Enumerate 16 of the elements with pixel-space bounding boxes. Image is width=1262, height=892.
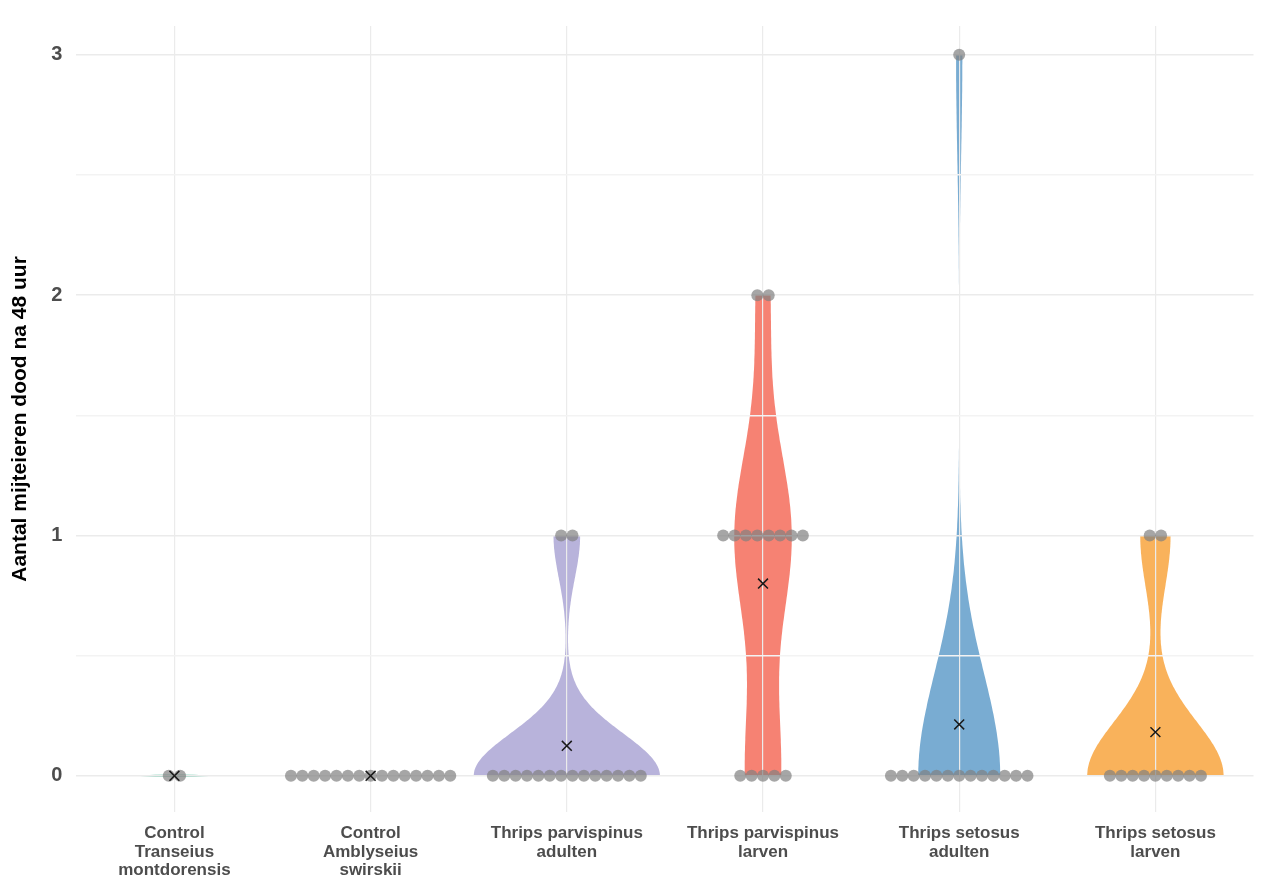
point — [168, 770, 181, 782]
point — [1149, 726, 1162, 738]
y-tick-label: 1 — [51, 523, 63, 546]
x-tick-label: Thrips setosus larven — [1094, 822, 1216, 861]
y-axis-title: Aantal mijteieren dood na 48 uur — [7, 256, 31, 582]
point — [757, 577, 769, 590]
point — [561, 740, 573, 752]
x-tick-label: Thrips setosus adulten — [898, 822, 1020, 861]
x-tick-label: Control Transeius montdorensis — [118, 822, 231, 880]
y-tick-label: 2 — [51, 282, 63, 305]
y-tick-label: 0 — [51, 763, 63, 786]
x-tick-label: Thrips parvispinus adulten — [490, 822, 643, 861]
x-tick-label: Control Amblyseius swirskii — [322, 822, 419, 880]
point — [953, 718, 965, 731]
x-tick-label: Thrips parvispinus larven — [686, 822, 840, 861]
y-tick-label: 3 — [51, 42, 63, 65]
